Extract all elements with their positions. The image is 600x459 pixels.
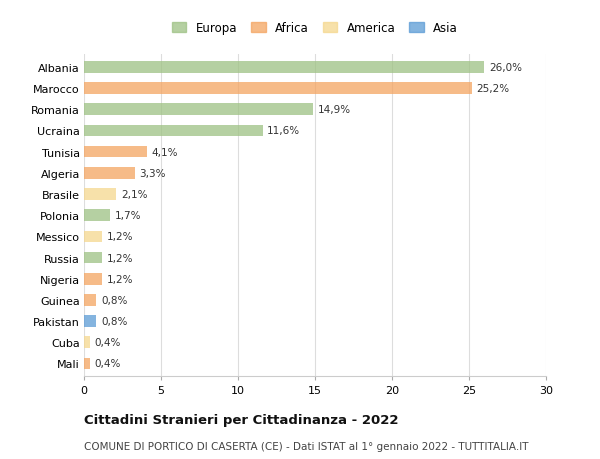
Bar — [84, 273, 103, 285]
Bar — [84, 337, 90, 348]
Text: 0,4%: 0,4% — [95, 358, 121, 369]
Text: 26,0%: 26,0% — [489, 63, 522, 73]
Bar — [84, 104, 313, 116]
Text: 11,6%: 11,6% — [267, 126, 301, 136]
Text: 0,8%: 0,8% — [101, 316, 127, 326]
Text: 1,2%: 1,2% — [107, 232, 134, 242]
Bar — [84, 189, 116, 201]
Bar — [84, 83, 472, 95]
Bar — [84, 125, 263, 137]
Bar — [84, 210, 110, 222]
Text: 25,2%: 25,2% — [476, 84, 510, 94]
Bar — [84, 168, 135, 179]
Text: 0,8%: 0,8% — [101, 295, 127, 305]
Bar — [84, 62, 484, 73]
Text: 1,2%: 1,2% — [107, 253, 134, 263]
Bar — [84, 316, 97, 327]
Bar — [84, 231, 103, 243]
Bar — [84, 295, 97, 306]
Text: COMUNE DI PORTICO DI CASERTA (CE) - Dati ISTAT al 1° gennaio 2022 - TUTTITALIA.I: COMUNE DI PORTICO DI CASERTA (CE) - Dati… — [84, 441, 529, 451]
Text: 4,1%: 4,1% — [152, 147, 178, 157]
Text: 2,1%: 2,1% — [121, 190, 148, 200]
Text: 0,4%: 0,4% — [95, 337, 121, 347]
Bar — [84, 146, 147, 158]
Text: Cittadini Stranieri per Cittadinanza - 2022: Cittadini Stranieri per Cittadinanza - 2… — [84, 413, 398, 426]
Bar — [84, 358, 90, 369]
Text: 1,7%: 1,7% — [115, 211, 142, 221]
Text: 3,3%: 3,3% — [139, 168, 166, 179]
Text: 14,9%: 14,9% — [318, 105, 351, 115]
Legend: Europa, Africa, America, Asia: Europa, Africa, America, Asia — [172, 22, 458, 35]
Text: 1,2%: 1,2% — [107, 274, 134, 284]
Bar — [84, 252, 103, 264]
